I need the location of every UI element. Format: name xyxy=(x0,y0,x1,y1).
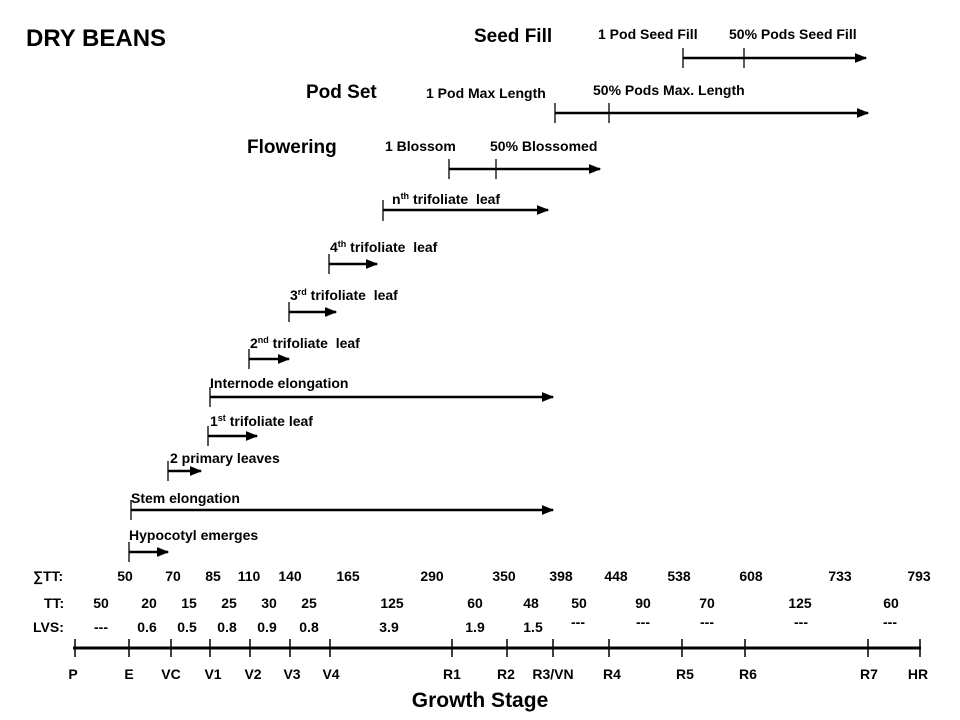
tt-value: 15 xyxy=(181,595,197,611)
tt-value: 70 xyxy=(699,595,715,611)
tt-value: 60 xyxy=(883,595,899,611)
diagram-title: DRY BEANS xyxy=(26,25,166,52)
flowering-start-label: 1 Blossom xyxy=(385,138,456,154)
flowering-half-label: 50% Blossomed xyxy=(490,138,597,154)
lvs-value: 0.6 xyxy=(137,619,157,635)
lvs-value: --- xyxy=(94,619,108,635)
tt-sum-value: 290 xyxy=(420,568,444,584)
lvs-row: --- 0.6 0.5 0.8 0.9 0.8 3.9 1.9 1.5 --- --- --- --- -… xyxy=(94,614,897,635)
tt-value: 25 xyxy=(221,595,237,611)
stage-label: VC xyxy=(161,666,180,682)
tt-sum-value: 398 xyxy=(549,568,573,584)
stage-label: R1 xyxy=(443,666,461,682)
stage-label: V1 xyxy=(204,666,221,682)
seed-fill-start-label: 1 Pod Seed Fill xyxy=(598,26,698,42)
lvs-value: 0.8 xyxy=(217,619,237,635)
seed-fill-title: Seed Fill xyxy=(474,26,552,47)
tt-sum-value: 793 xyxy=(907,568,931,584)
tt-row-label: TT: xyxy=(44,595,64,611)
leaf4-label: 4th trifoliate leaf xyxy=(330,239,438,255)
lvs-value: --- xyxy=(571,614,585,630)
tt-sum-value: 85 xyxy=(205,568,221,584)
tt-sum-value: 70 xyxy=(165,568,181,584)
tt-value: 48 xyxy=(523,595,539,611)
lvs-value: --- xyxy=(883,614,897,630)
pod-set-title: Pod Set xyxy=(306,82,377,103)
pod-set-half-label: 50% Pods Max. Length xyxy=(593,82,745,98)
stage-label: R7 xyxy=(860,666,878,682)
stage-label: V2 xyxy=(244,666,261,682)
lvs-value: 3.9 xyxy=(379,619,399,635)
lvs-value: --- xyxy=(636,614,650,630)
stage-label: V3 xyxy=(283,666,300,682)
tt-sum-value: 165 xyxy=(336,568,360,584)
growth-stage-axis-label: Growth Stage xyxy=(412,689,549,712)
tt-sum-value: 50 xyxy=(117,568,133,584)
tt-sum-value: 350 xyxy=(492,568,516,584)
tt-value: 25 xyxy=(301,595,317,611)
seed-fill-half-label: 50% Pods Seed Fill xyxy=(729,26,857,42)
leaf2-label: 2nd trifoliate leaf xyxy=(250,335,360,351)
lvs-value: 0.8 xyxy=(299,619,319,635)
stage-label: HR xyxy=(908,666,928,682)
tt-value: 50 xyxy=(571,595,587,611)
tt-sum-value: 538 xyxy=(667,568,691,584)
tt-value: 125 xyxy=(380,595,404,611)
lvs-row-label: LVS: xyxy=(33,619,64,635)
tt-sum-value: 733 xyxy=(828,568,852,584)
tt-sum-row: 50 70 85 110 140 165 290 350 398 448 538 608 733 793 xyxy=(117,568,931,584)
tt-sum-value: 448 xyxy=(604,568,628,584)
lvs-value: 0.5 xyxy=(177,619,197,635)
internode-label: Internode elongation xyxy=(210,375,348,391)
tt-sum-value: 140 xyxy=(278,568,302,584)
lvs-value: 0.9 xyxy=(257,619,277,635)
hypocotyl-label: Hypocotyl emerges xyxy=(129,527,258,543)
tt-value: 20 xyxy=(141,595,157,611)
tt-value: 60 xyxy=(467,595,483,611)
tt-value: 30 xyxy=(261,595,277,611)
nth-leaf-label: nth trifoliate leaf xyxy=(392,191,500,207)
flowering-title: Flowering xyxy=(247,137,337,158)
stem-elongation-label: Stem elongation xyxy=(131,490,240,506)
tt-value: 50 xyxy=(93,595,109,611)
stage-label: R4 xyxy=(603,666,621,682)
tt-value: 125 xyxy=(788,595,812,611)
stage-label: P xyxy=(68,666,77,682)
leaf3-label: 3rd trifoliate leaf xyxy=(290,287,398,303)
primary-leaves-label: 2 primary leaves xyxy=(170,450,280,466)
stage-label: R3/VN xyxy=(532,666,573,682)
stage-label: V4 xyxy=(322,666,339,682)
stage-label: E xyxy=(124,666,133,682)
stage-ticks xyxy=(74,639,921,657)
leaf1-label: 1st trifoliate leaf xyxy=(210,413,313,429)
tt-sum-value: 608 xyxy=(739,568,763,584)
stage-label: R2 xyxy=(497,666,515,682)
tt-sum-value: 110 xyxy=(238,568,261,584)
tt-value: 90 xyxy=(635,595,651,611)
lvs-value: --- xyxy=(700,614,714,630)
lvs-value: 1.9 xyxy=(465,619,485,635)
stage-label: R5 xyxy=(676,666,694,682)
tt-sum-row-label: ∑TT: xyxy=(33,568,63,585)
stage-label: R6 xyxy=(739,666,757,682)
pod-set-start-label: 1 Pod Max Length xyxy=(426,85,546,101)
stage-labels: P E VC V1 V2 V3 V4 R1 R2 R3/VN R4 R5 R6 R7 HR xyxy=(68,666,928,682)
tt-row: 50 20 15 25 30 25 125 60 48 50 90 70 125 60 xyxy=(93,595,899,611)
lvs-value: --- xyxy=(794,614,808,630)
lvs-value: 1.5 xyxy=(523,619,543,635)
